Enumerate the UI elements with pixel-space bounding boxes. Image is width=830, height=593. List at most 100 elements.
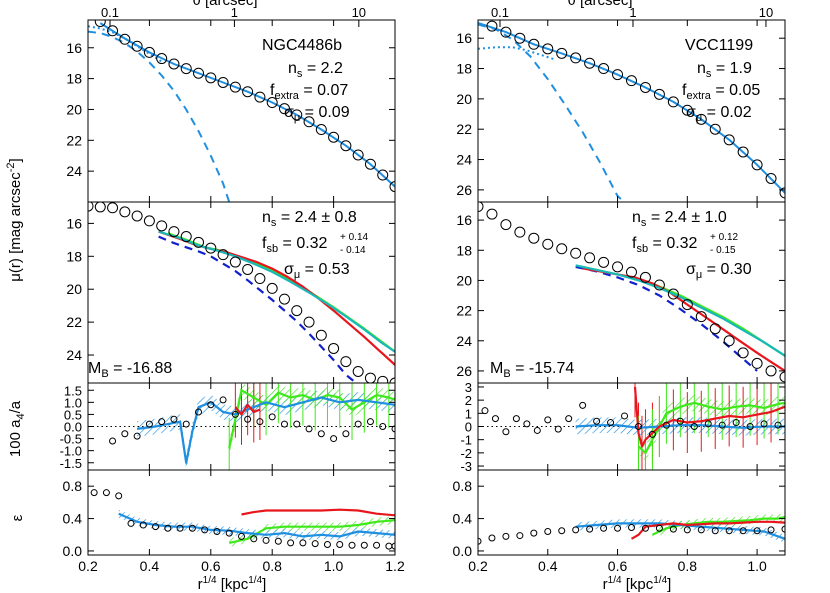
data-point <box>107 202 119 214</box>
data-point <box>628 523 635 531</box>
data-point <box>360 541 368 549</box>
data-point <box>514 32 526 44</box>
data-point <box>491 415 499 423</box>
data-point <box>621 412 629 420</box>
data-point <box>352 365 364 377</box>
data-point <box>366 418 374 426</box>
data-point <box>379 423 387 430</box>
data-point <box>256 418 264 426</box>
data-point <box>683 526 691 534</box>
data-point <box>293 420 301 428</box>
data-point <box>328 131 340 143</box>
data-point <box>205 242 217 254</box>
data-point <box>697 526 705 534</box>
y-tick-label: 16 <box>456 212 472 228</box>
data-point <box>330 435 338 443</box>
model-component-dashed <box>478 23 626 202</box>
data-point <box>352 149 364 161</box>
y-tick-label: 20 <box>456 91 472 107</box>
data-point <box>217 249 229 261</box>
data-point <box>718 421 726 429</box>
y-tick-label: 0.4 <box>63 511 83 527</box>
sample-fsb-left: fsb = 0.32 <box>262 235 328 255</box>
data-point <box>391 425 395 433</box>
data-point <box>119 33 131 45</box>
x-tick-label: 1.0 <box>747 558 767 574</box>
data-point <box>737 347 749 359</box>
data-point <box>612 261 624 273</box>
data-point <box>648 430 656 438</box>
data-point <box>109 437 117 445</box>
y-tick-label: 16 <box>66 40 82 56</box>
y-tick-label: 20 <box>66 101 82 117</box>
data-point <box>102 489 110 497</box>
data-point <box>732 419 740 427</box>
data-point <box>600 524 608 532</box>
data-point <box>572 526 580 534</box>
y-tick-label: 0.8 <box>453 478 473 494</box>
data-point <box>653 279 665 291</box>
series-line-red <box>241 508 395 517</box>
data-point <box>667 96 679 108</box>
data-point <box>533 426 541 434</box>
data-point <box>704 420 712 428</box>
data-point <box>193 67 205 79</box>
fit-sigma-left: σμ = 0.09 <box>284 104 350 124</box>
data-point <box>317 430 325 438</box>
data-point <box>751 357 763 369</box>
data-point <box>205 72 217 84</box>
series-line-green <box>575 264 785 357</box>
data-point <box>779 187 785 199</box>
data-point <box>500 219 512 231</box>
uncertainty-band-green <box>638 394 785 461</box>
y-tick-label: 0.0 <box>453 543 473 559</box>
data-point <box>229 81 241 93</box>
data-point <box>681 299 693 311</box>
data-point <box>486 20 498 32</box>
y-tick-label: 16 <box>66 215 82 231</box>
data-point <box>607 419 615 427</box>
data-point <box>570 247 582 259</box>
data-point <box>133 432 141 440</box>
data-point <box>626 75 637 87</box>
data-point <box>182 420 190 428</box>
y-tick-label: -1.5 <box>60 456 82 471</box>
series-line-blue <box>136 396 395 464</box>
data-point <box>478 537 482 545</box>
top-tick-label: 10 <box>352 5 366 20</box>
data-point <box>238 532 245 540</box>
data-point <box>311 540 319 548</box>
galaxy-name-right: VCC1199 <box>685 37 753 54</box>
data-point <box>570 52 582 64</box>
data-point <box>641 524 649 532</box>
data-point <box>94 202 106 213</box>
y-tick-label: 0.8 <box>63 478 83 494</box>
data-point <box>250 535 258 543</box>
data-point <box>207 401 215 409</box>
data-point <box>364 158 376 170</box>
data-point <box>278 293 290 305</box>
plot-layer <box>87 19 786 556</box>
y-axis-label-eps: ε <box>9 514 26 521</box>
data-point <box>542 238 554 250</box>
data-point <box>168 58 180 70</box>
data-point <box>530 529 538 537</box>
data-point <box>725 527 733 535</box>
x-tick-label: 1.2 <box>385 558 405 574</box>
data-point <box>514 226 526 238</box>
series-line-cyan <box>575 264 785 357</box>
data-point <box>584 57 596 69</box>
series-line-red <box>630 520 785 540</box>
data-point <box>709 123 721 135</box>
data-point <box>681 104 693 116</box>
x-tick-label: 0.6 <box>608 558 628 574</box>
y-tick-label: 26 <box>456 363 472 379</box>
x-axis-label-left: r1/4 [kpc1/4] <box>198 575 267 593</box>
data-point <box>254 91 266 103</box>
data-point <box>242 86 254 98</box>
top-axis-label-right: θ [arcsec] <box>567 0 632 9</box>
sample-ns-left: ns = 2.4 ± 0.8 <box>262 209 357 229</box>
data-point <box>528 38 540 50</box>
data-point <box>391 542 395 550</box>
